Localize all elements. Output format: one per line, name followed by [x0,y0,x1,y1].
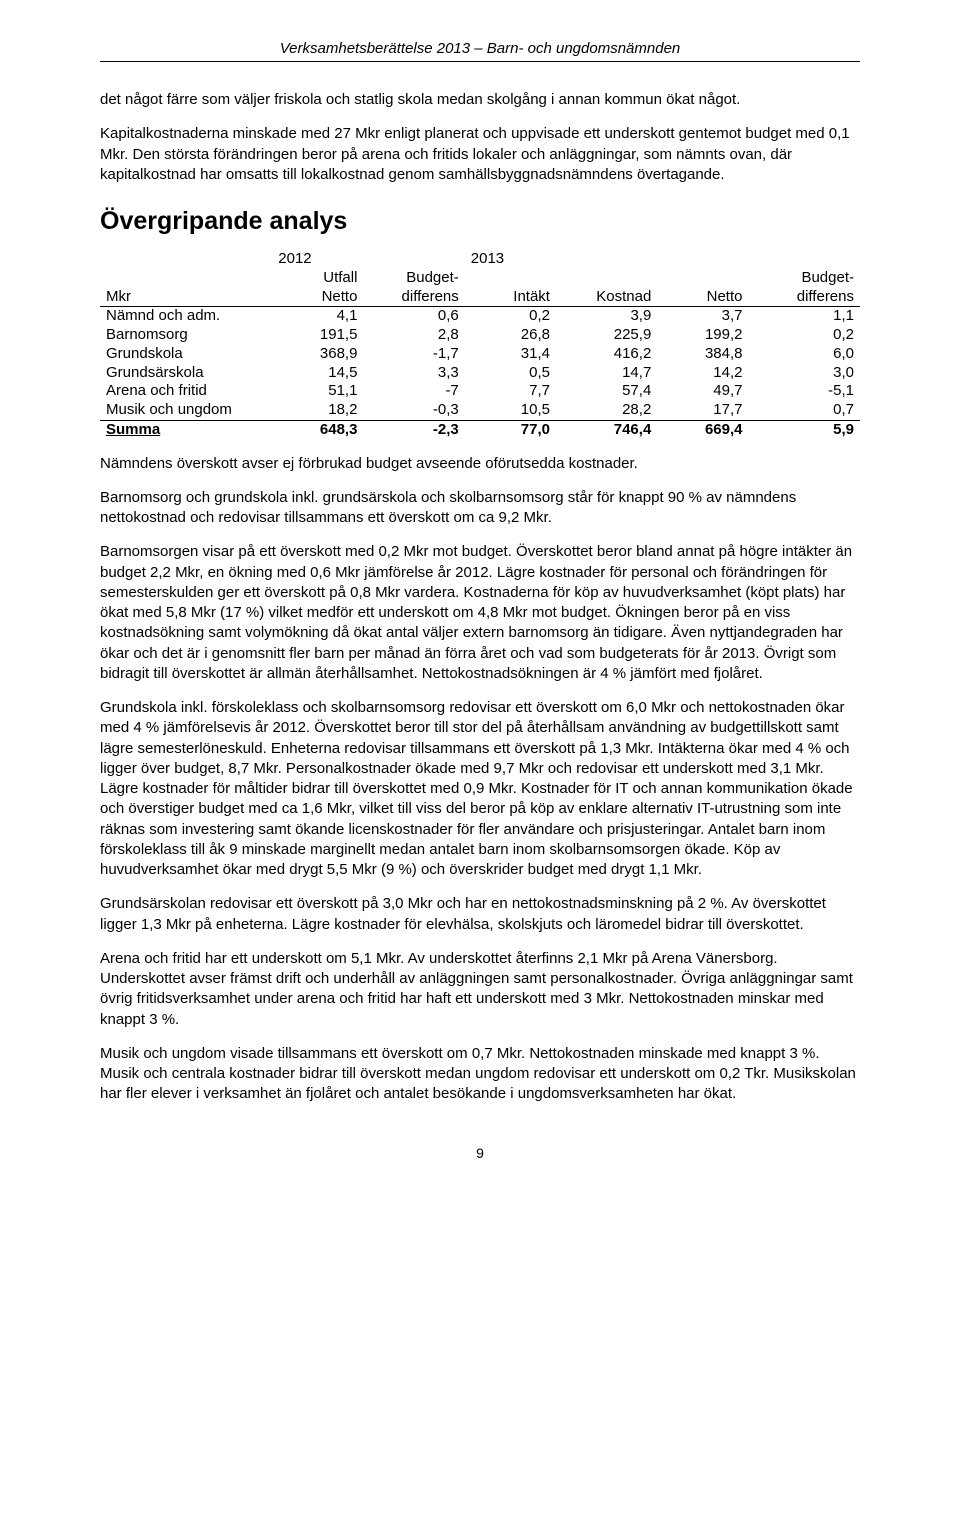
page-number: 9 [100,1145,860,1161]
body-paragraph-6: Arena och fritid har ett underskott om 5… [100,949,860,1030]
section-title: Övergripande analys [100,207,860,236]
sum-label: Summa [100,420,272,439]
body-paragraph-5: Grundsärskolan redovisar ett överskott p… [100,894,860,935]
table-row: Arena och fritid 51,1 -7 7,7 57,4 49,7 -… [100,382,860,401]
row-label: Barnomsorg [100,326,272,345]
col-intakt: Intäkt [465,269,556,307]
row-label: Grundskola [100,345,272,364]
body-paragraph-3: Barnomsorgen visar på ett överskott med … [100,542,860,684]
col-mkr: Mkr [100,269,272,307]
year-2012: 2012 [272,250,363,269]
intro-paragraph-1: det något färre som väljer friskola och … [100,90,860,110]
row-label: Nämnd och adm. [100,307,272,326]
table-sum-row: Summa 648,3 -2,3 77,0 746,4 669,4 5,9 [100,420,860,439]
analysis-table: 2012 2013 Mkr UtfallNetto Budget-differe… [100,250,860,440]
table-body: Nämnd och adm. 4,1 0,6 0,2 3,9 3,7 1,1 B… [100,307,860,440]
col-utfall-netto: UtfallNetto [272,269,363,307]
year-2013: 2013 [465,250,556,269]
table-row: Barnomsorg 191,5 2,8 26,8 225,9 199,2 0,… [100,326,860,345]
page-header-title: Verksamhetsberättelse 2013 – Barn- och u… [100,40,860,57]
body-paragraph-2: Barnomsorg och grundskola inkl. grundsär… [100,488,860,529]
table-row: Nämnd och adm. 4,1 0,6 0,2 3,9 3,7 1,1 [100,307,860,326]
col-budget-differens-2013: Budget-differens [748,269,860,307]
body-paragraph-4: Grundskola inkl. förskoleklass och skolb… [100,698,860,880]
table-year-row: 2012 2013 [100,250,860,269]
table-row: Grundskola 368,9 -1,7 31,4 416,2 384,8 6… [100,345,860,364]
body-paragraph-7: Musik och ungdom visade tillsammans ett … [100,1044,860,1105]
table-row: Musik och ungdom 18,2 -0,3 10,5 28,2 17,… [100,401,860,420]
table-header-row: Mkr UtfallNetto Budget-differens Intäkt … [100,269,860,307]
body-paragraph-1: Nämndens överskott avser ej förbrukad bu… [100,454,860,474]
col-kostnad: Kostnad [556,269,657,307]
row-label: Musik och ungdom [100,401,272,420]
table-row: Grundsärskola 14,5 3,3 0,5 14,7 14,2 3,0 [100,364,860,383]
row-label: Grundsärskola [100,364,272,383]
row-label: Arena och fritid [100,382,272,401]
intro-paragraph-2: Kapitalkostnaderna minskade med 27 Mkr e… [100,124,860,185]
col-netto: Netto [657,269,748,307]
document-page: Verksamhetsberättelse 2013 – Barn- och u… [0,0,960,1221]
header-rule [100,61,860,62]
col-budget-differens-2012: Budget-differens [363,269,464,307]
